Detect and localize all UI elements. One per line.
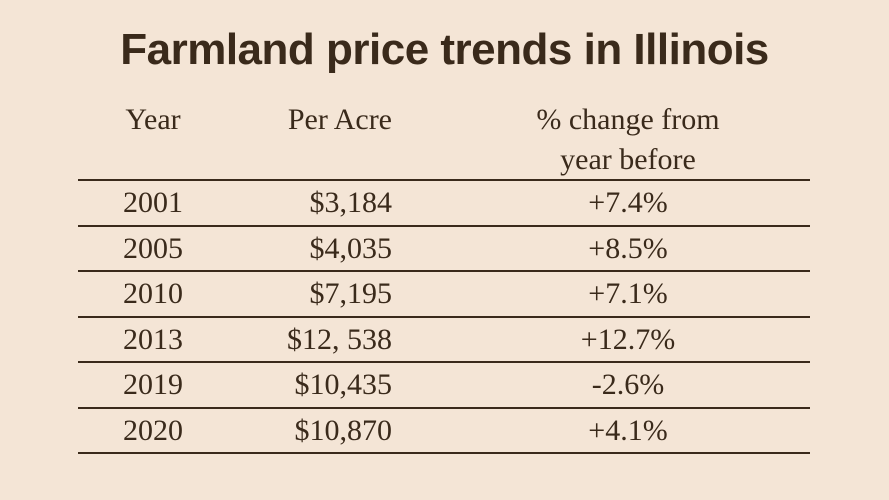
table-row: 2013 $12, 538 +12.7% xyxy=(78,315,810,362)
table-cell: +8.5% xyxy=(588,231,668,265)
table-cell: 2005 xyxy=(123,231,183,265)
column-header: % change from year before xyxy=(536,103,720,176)
table-cell: $10,870 xyxy=(294,413,393,447)
table-cell: 2020 xyxy=(123,413,183,447)
table-cell: 2019 xyxy=(123,368,183,401)
table-cell: -2.6% xyxy=(591,368,665,401)
table-row: 2020 $10,870 +4.1% xyxy=(78,406,810,454)
table-row: 2001 $3,184 +7.4% xyxy=(78,179,810,225)
column-header: Per Acre xyxy=(287,103,392,136)
column-header: Year xyxy=(125,103,181,136)
table-cell: $4,035 xyxy=(309,231,393,265)
table-cell: +4.1% xyxy=(588,413,668,447)
table-cell: 2010 xyxy=(123,277,183,310)
table-row: 2005 $4,035 +8.5% xyxy=(78,224,810,271)
table-cell: 2013 xyxy=(123,322,183,356)
table-cell: 2001 xyxy=(123,186,183,219)
table: Year Per Acre % change from year before 20… xyxy=(78,100,810,454)
table-cell: $7,195 xyxy=(309,277,393,310)
table-row: 2010 $7,195 +7.1% xyxy=(78,270,810,316)
title: Farmland price trends in Illinois xyxy=(120,25,769,74)
table-cell: +7.1% xyxy=(588,277,668,310)
table-cell: +7.4% xyxy=(588,186,668,219)
table-cell: +12.7% xyxy=(580,322,676,356)
table-header: Year Per Acre % change from year before xyxy=(78,100,810,179)
table-cell: $3,184 xyxy=(309,186,393,219)
table-cell: $10,435 xyxy=(294,368,393,401)
table-cell: $12, 538 xyxy=(287,322,392,356)
table-row: 2019 $10,435 -2.6% xyxy=(78,361,810,407)
